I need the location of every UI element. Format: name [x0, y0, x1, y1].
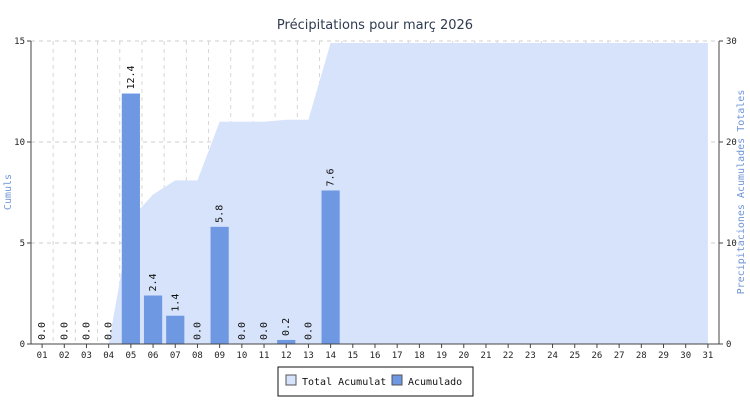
legend-swatch-total	[285, 374, 297, 386]
x-tick-label: 11	[259, 351, 270, 361]
legend: Total Acumulat Acumulado	[277, 366, 474, 397]
y-tick-label-left: 0	[20, 340, 25, 350]
bar-layer	[121, 93, 340, 345]
x-tick-label: 25	[569, 351, 580, 361]
x-tick-label: 09	[214, 351, 225, 361]
data-label: 0.0	[192, 322, 203, 340]
y-tick-label-right: 30	[726, 37, 737, 47]
x-tick-label: 01	[37, 351, 48, 361]
x-tick-label: 26	[592, 351, 603, 361]
axis-layer: 01 02 03 04 05 06 07 08 09 10 11 12 13 14 15 16 17 18 19 20…	[14, 37, 737, 361]
x-tick-label: 29	[658, 351, 669, 361]
legend-label-acumulado: Acumulado	[408, 377, 462, 388]
x-tick-label: 30	[680, 351, 691, 361]
bar-acumulado	[277, 339, 296, 344]
y-tick-label-right: 20	[726, 138, 737, 148]
x-tick-label: 13	[303, 351, 314, 361]
bar-acumulado	[210, 226, 229, 344]
bar-acumulado	[321, 190, 340, 344]
data-label: 1.4	[170, 294, 181, 312]
area-layer	[42, 43, 708, 345]
x-tick-label: 12	[281, 351, 292, 361]
legend-swatch-acumulado	[391, 374, 403, 386]
x-tick-label: 20	[458, 351, 469, 361]
bar-acumulado	[121, 93, 140, 345]
x-tick-label: 04	[103, 351, 114, 361]
x-tick-label: 05	[125, 351, 136, 361]
y-tick-label-left: 5	[20, 239, 25, 249]
data-label: 0.0	[81, 322, 92, 340]
y-axis-label-right: Precipitaciones Acumulades Totales	[736, 90, 747, 295]
y-tick-label-right: 0	[726, 340, 731, 350]
y-tick-label-right: 10	[726, 239, 737, 249]
x-tick-label: 21	[481, 351, 492, 361]
x-tick-label: 06	[148, 351, 159, 361]
data-label: 0.2	[281, 318, 292, 336]
legend-label-total: Total Acumulat	[302, 377, 386, 388]
x-tick-label: 07	[170, 351, 181, 361]
y-axis-label-left: Cumuls	[3, 174, 14, 210]
y-tick-label-left: 15	[14, 37, 25, 47]
x-tick-label: 14	[325, 351, 336, 361]
bar-acumulado	[166, 315, 185, 344]
x-tick-label: 27	[614, 351, 625, 361]
data-label: 0.0	[259, 322, 270, 340]
x-tick-label: 31	[702, 351, 713, 361]
x-tick-label: 10	[236, 351, 247, 361]
data-label: 7.6	[326, 168, 337, 186]
x-tick-label: 18	[414, 351, 425, 361]
x-tick-label: 02	[59, 351, 70, 361]
label-layer: 0.0 0.0 0.0 0.0 12.4 2.4 1.4 0.0 5.8 0.0 0.0 0.2 0.0…	[37, 65, 337, 340]
data-label: 0.0	[59, 322, 70, 340]
data-label: 2.4	[148, 273, 159, 291]
data-label: 12.4	[126, 65, 137, 89]
x-tick-label: 15	[347, 351, 358, 361]
data-label: 0.0	[303, 322, 314, 340]
x-tick-label: 24	[547, 351, 558, 361]
x-tick-label: 08	[192, 351, 203, 361]
x-tick-label: 17	[392, 351, 403, 361]
data-label: 5.8	[215, 205, 226, 223]
chart-title: Précipitations pour març 2026	[277, 18, 473, 33]
legend-frame	[277, 366, 474, 397]
data-label: 0.0	[37, 322, 48, 340]
x-tick-label: 23	[525, 351, 536, 361]
x-tick-label: 19	[436, 351, 447, 361]
data-label: 0.0	[104, 322, 115, 340]
x-tick-label: 03	[81, 351, 92, 361]
area-series-total-acumulat	[42, 43, 708, 345]
y-tick-label-left: 10	[14, 138, 25, 148]
x-tick-label: 28	[636, 351, 647, 361]
x-tick-label: 16	[370, 351, 381, 361]
data-label: 0.0	[237, 322, 248, 340]
bar-acumulado	[143, 295, 163, 344]
x-tick-label: 22	[503, 351, 514, 361]
